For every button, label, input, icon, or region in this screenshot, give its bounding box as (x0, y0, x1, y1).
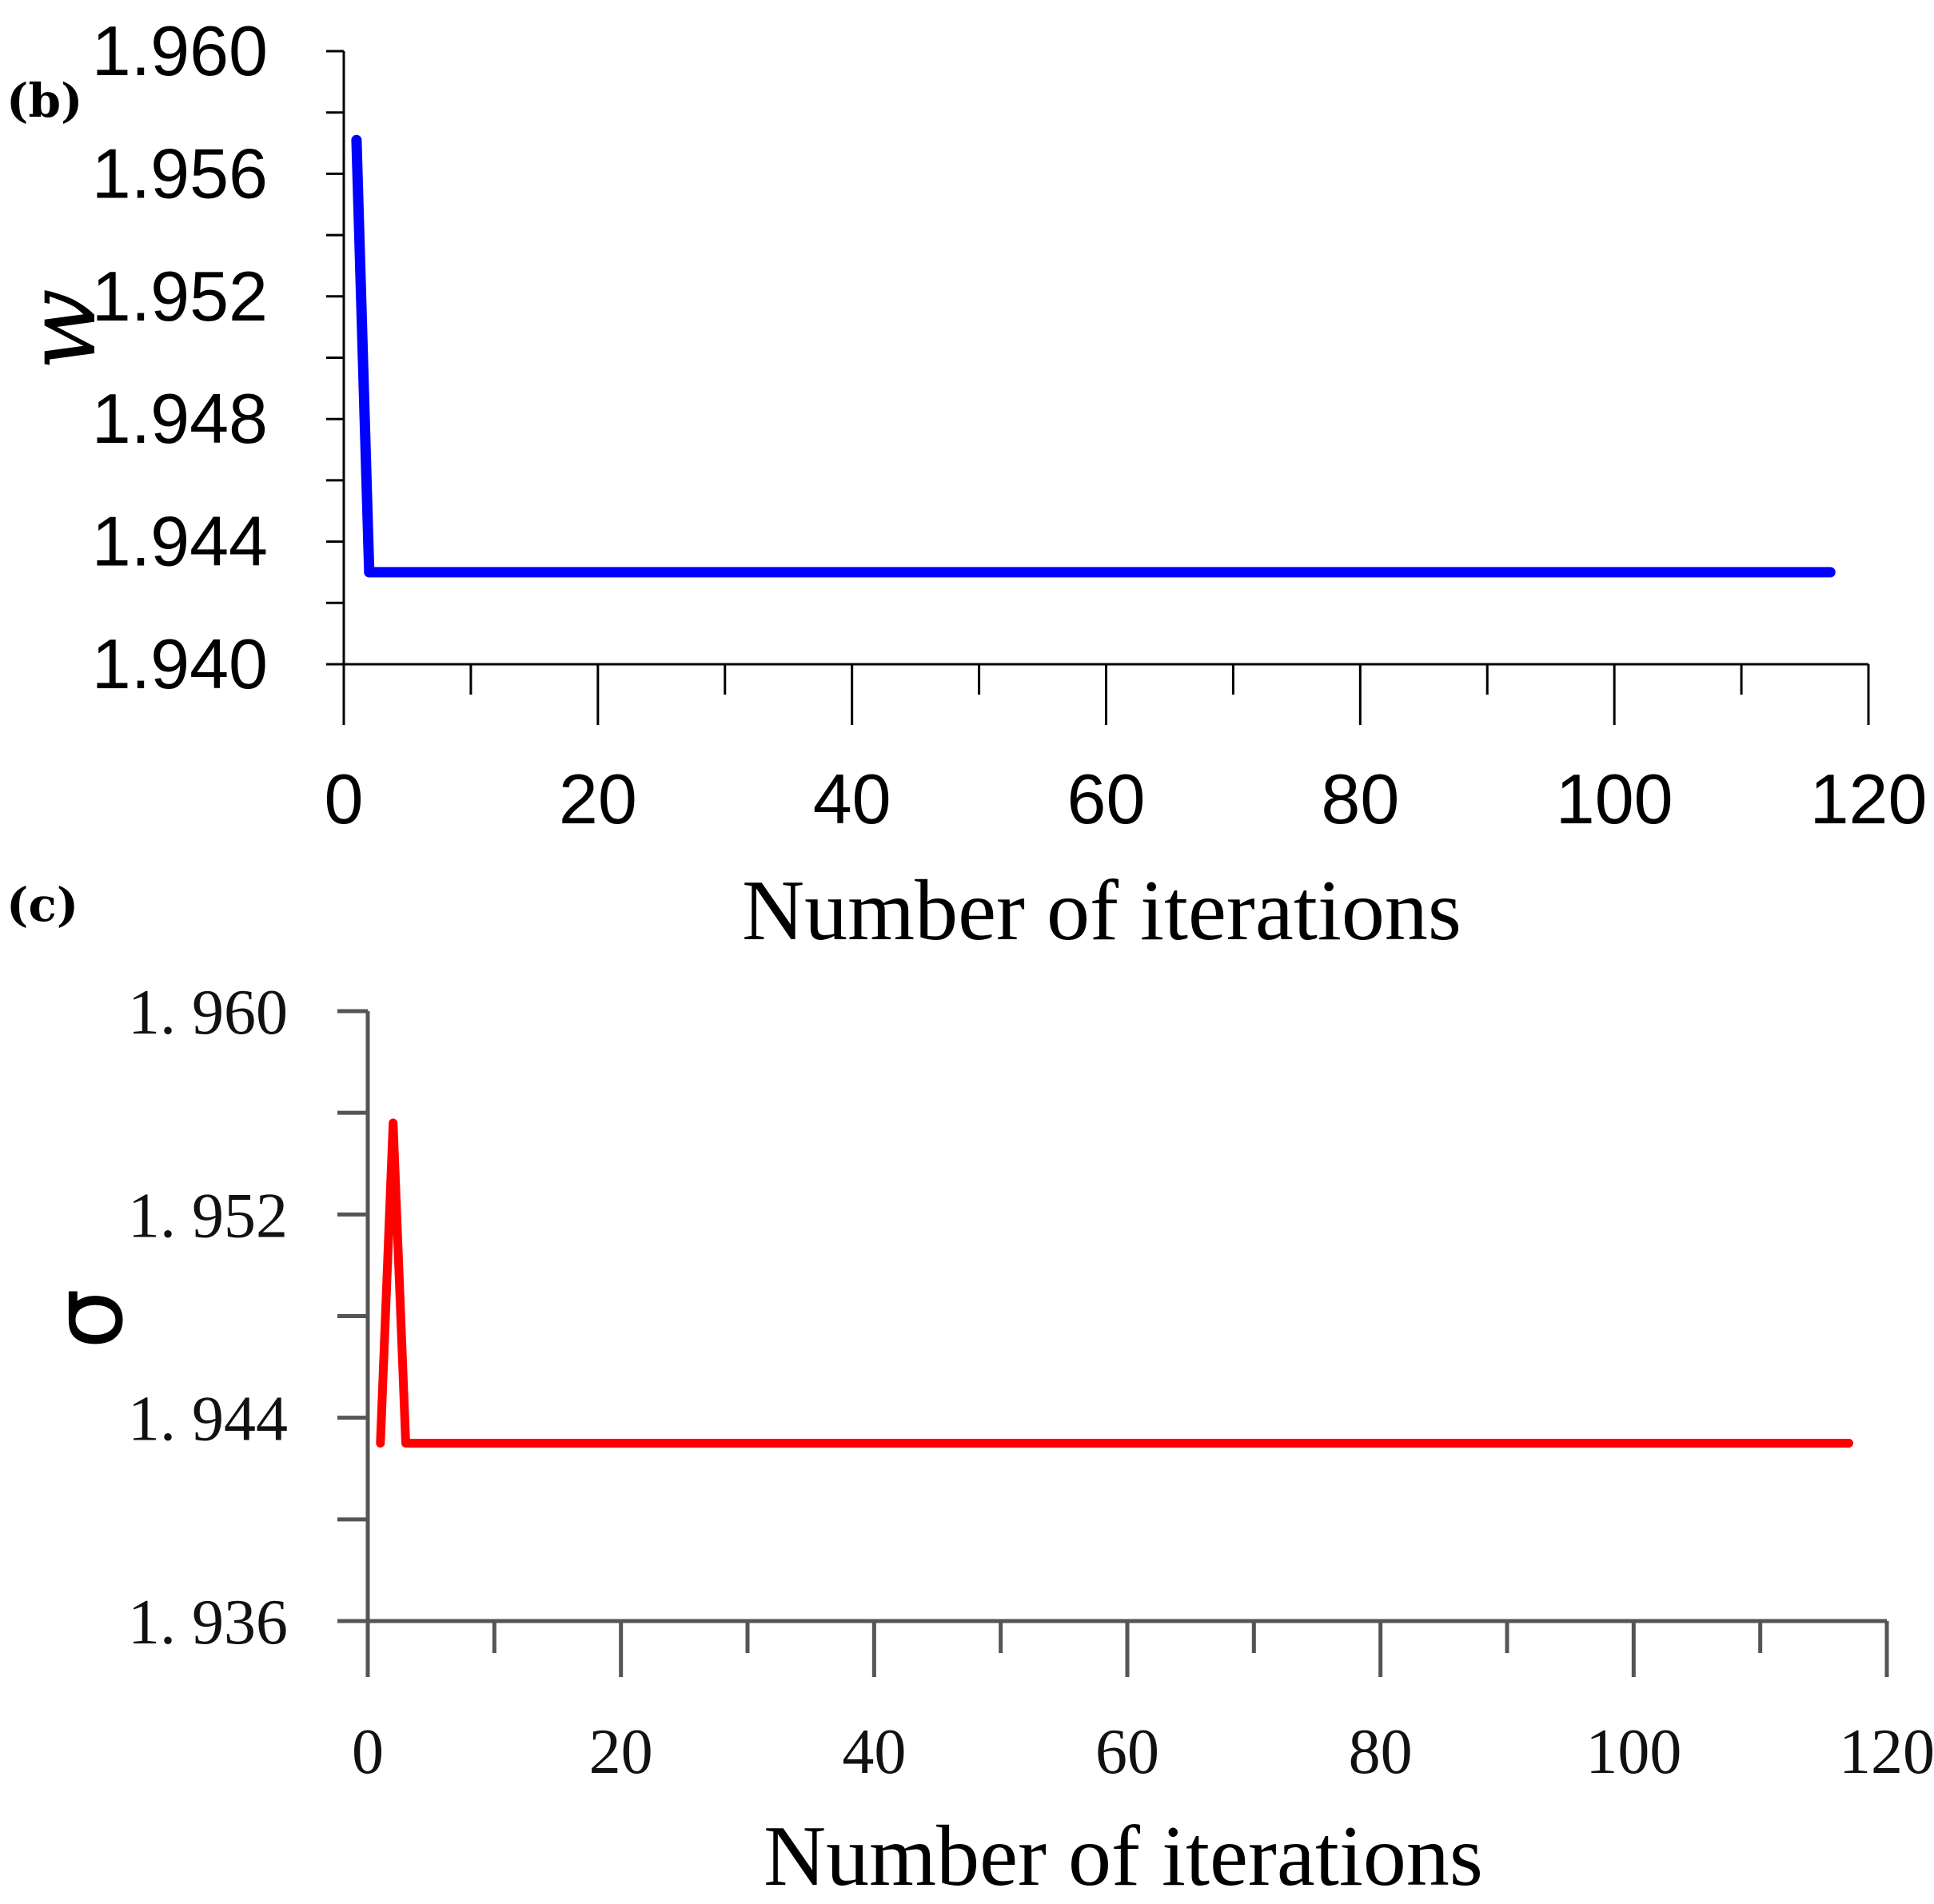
y-axis-label: σ (34, 1289, 145, 1349)
y-tick-labels: 1. 936 1. 944 1. 952 1. 960 (128, 978, 288, 1658)
y-tick-label: 1. 944 (128, 1384, 288, 1455)
x-axis-label: Number of iterations (742, 863, 1461, 958)
x-tick-label: 0 (352, 1717, 384, 1787)
axes (337, 1009, 1889, 1677)
x-tick-label: 60 (1095, 1717, 1159, 1787)
x-tick-label: 20 (589, 1717, 653, 1787)
x-tick-label: 60 (1067, 759, 1146, 838)
x-tick-labels: 0 20 40 60 80 100 120 (325, 759, 1928, 838)
panel-label: (b) (6, 74, 82, 128)
axes (326, 50, 1870, 725)
series-sigma (376, 1118, 1853, 1448)
x-tick-label: 40 (842, 1717, 906, 1787)
y-tick-label: 1.960 (92, 11, 268, 90)
y-tick-label: 1. 952 (128, 1181, 288, 1251)
y-tick-label: 1.956 (92, 133, 268, 213)
series-w (351, 134, 1836, 578)
y-tick-label: 1.948 (92, 379, 268, 458)
chart-panel-b: (b) w Number of iterations 1.9401.9441.9… (6, 11, 1927, 958)
series-line (376, 1118, 1853, 1448)
x-tick-label: 120 (1810, 759, 1928, 838)
y-tick-label: 1.952 (92, 257, 268, 336)
y-tick-label: 1. 960 (128, 978, 288, 1048)
panel-label: (c) (6, 878, 78, 932)
y-tick-label: 1. 936 (128, 1587, 288, 1658)
x-tick-label: 80 (1321, 759, 1399, 838)
x-tick-label: 120 (1839, 1717, 1934, 1787)
x-tick-labels: 0 20 40 60 80 100 120 (352, 1717, 1934, 1787)
y-tick-labels: 1.940 1.944 1.948 1.952 1.956 1.960 (92, 11, 268, 703)
y-axis-label: w (6, 289, 118, 371)
x-axis-label: Number of iterations (764, 1809, 1483, 1904)
x-tick-label: 40 (813, 759, 891, 838)
y-tick-label: 1.940 (92, 624, 268, 703)
series-line (351, 134, 1836, 578)
x-tick-label: 0 (325, 759, 364, 838)
x-tick-label: 80 (1349, 1717, 1413, 1787)
x-tick-label: 20 (559, 759, 637, 838)
x-tick-label: 100 (1556, 759, 1673, 838)
y-tick-label: 1.944 (92, 502, 268, 581)
x-tick-label: 100 (1585, 1717, 1681, 1787)
